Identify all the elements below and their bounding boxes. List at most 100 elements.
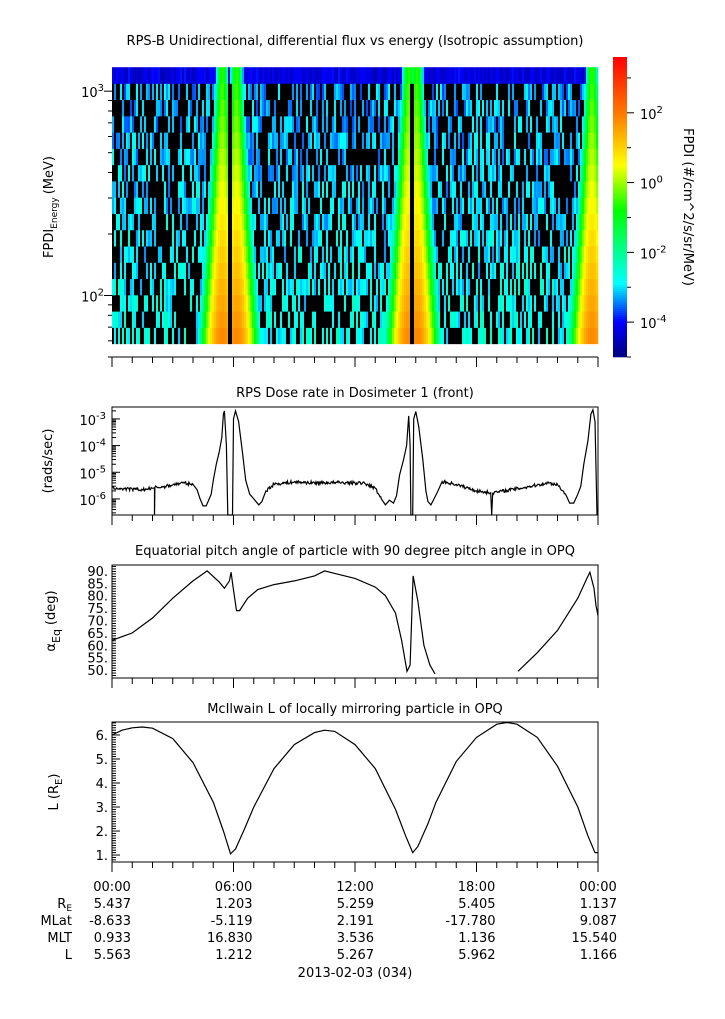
spectrogram-cell	[332, 311, 335, 328]
spectrogram-cell	[578, 229, 581, 247]
spectrogram-cell	[580, 181, 583, 198]
spectrogram-cell	[448, 148, 451, 166]
spectrogram-cell	[550, 67, 553, 84]
spectrogram-cell	[196, 148, 199, 166]
spectrogram-cell	[274, 295, 277, 312]
colorbar-swatch	[613, 267, 627, 270]
spectrogram-cell	[382, 246, 385, 263]
spectrogram-cell	[376, 67, 379, 84]
spectrogram-cell	[344, 67, 347, 84]
spectrogram-cell	[298, 229, 301, 247]
spectrogram-cell	[564, 246, 567, 263]
spectrogram-cell	[358, 67, 361, 84]
spectrogram-cell	[468, 229, 471, 247]
spectrogram-cell	[358, 213, 361, 231]
spectrogram-cell	[206, 148, 209, 166]
spectrogram-cell	[436, 246, 439, 263]
spectrogram-cell	[352, 181, 355, 198]
spectrogram-cell	[118, 83, 121, 101]
spectrogram-cell	[554, 246, 557, 263]
spectrogram-cell	[522, 278, 525, 296]
spectrogram-cell	[552, 295, 555, 312]
spectrogram-cell	[182, 99, 185, 117]
spectrogram-cell	[548, 278, 551, 296]
spectrogram-cell	[562, 246, 565, 263]
spectrogram-cell	[198, 311, 201, 328]
spectrogram-cell	[280, 311, 283, 328]
spectrogram-cell	[228, 181, 231, 198]
spectrogram-cell	[452, 246, 455, 263]
spectrogram-cell	[534, 262, 537, 280]
spectrogram-cell	[454, 99, 457, 117]
spectrogram-cell	[234, 327, 237, 345]
spectrogram-cell	[528, 164, 531, 182]
colorbar-swatch	[613, 279, 627, 282]
spectrogram-cell	[158, 99, 161, 117]
spectrogram-cell	[172, 327, 175, 345]
spectrogram-cell	[484, 181, 487, 198]
colorbar-swatch	[613, 77, 627, 80]
spectrogram-cell	[386, 67, 389, 84]
spectrogram-cell	[166, 327, 169, 345]
spectrogram-cell	[458, 67, 461, 84]
spectrogram-cell	[186, 132, 189, 149]
spectrogram-cell	[482, 213, 485, 231]
spectrogram-cell	[160, 311, 163, 328]
spectrogram-cell	[254, 229, 257, 247]
spectrogram-cell	[284, 262, 287, 280]
spectrogram-cell	[396, 295, 399, 312]
spectrogram-cell	[166, 164, 169, 182]
spectrogram-cell	[444, 311, 447, 328]
colorbar-swatch	[613, 335, 627, 338]
spectrogram-cell	[212, 262, 215, 280]
spectrogram-cell	[240, 213, 243, 231]
spectrogram-cell	[276, 164, 279, 182]
spectrogram-cell	[450, 164, 453, 182]
colorbar-swatch	[613, 63, 627, 66]
spectrogram-cell	[426, 132, 429, 149]
spectrogram-cell	[370, 83, 373, 101]
spectrogram-cell	[506, 148, 509, 166]
spectrogram-cell	[276, 83, 279, 101]
spectrogram-cell	[378, 132, 381, 149]
spectrogram-cell	[178, 278, 181, 296]
spectrogram-cell	[124, 246, 127, 263]
spectrogram-cell	[592, 311, 595, 328]
spectrogram-cell	[592, 164, 595, 182]
spectrogram-cell	[514, 278, 517, 296]
spectrogram-cell	[280, 83, 283, 101]
spectrogram-cell	[186, 148, 189, 166]
spectrogram-cell	[332, 132, 335, 149]
spectrogram-cell	[340, 278, 343, 296]
spectrogram-cell	[392, 213, 395, 231]
spectrogram-cell	[116, 246, 119, 263]
spectrogram-cell	[310, 181, 313, 198]
spectrogram-cell	[550, 197, 553, 214]
spectrogram-cell	[316, 311, 319, 328]
spectrogram-cell	[410, 99, 413, 117]
spectrogram-cell	[534, 181, 537, 198]
spectrogram-cell	[452, 132, 455, 149]
spectrogram-cell	[412, 246, 415, 263]
spectrogram-cell	[232, 197, 235, 214]
spectrogram-cell	[566, 197, 569, 214]
spectrogram-cell	[174, 148, 177, 166]
spectrogram-cell	[318, 213, 321, 231]
spectrogram-cell	[506, 116, 509, 133]
spectrogram-cell	[130, 246, 133, 263]
spectrogram-cell	[488, 99, 491, 117]
spectrogram-cell	[144, 311, 147, 328]
spectrogram-cell	[458, 197, 461, 214]
spectrogram-cell	[170, 213, 173, 231]
spectrogram-cell	[462, 164, 465, 182]
spectrogram-cell	[390, 67, 393, 84]
xtick-label: 12:00	[336, 880, 373, 895]
spectrogram-cell	[566, 262, 569, 280]
spectrogram-cell	[152, 164, 155, 182]
spectrogram-cell	[214, 181, 217, 198]
spectrogram-cell	[410, 67, 413, 84]
spectrogram-cell	[572, 116, 575, 133]
spectrogram-cell	[376, 197, 379, 214]
spectrogram-cell	[536, 295, 539, 312]
spectrogram-cell	[354, 148, 357, 166]
